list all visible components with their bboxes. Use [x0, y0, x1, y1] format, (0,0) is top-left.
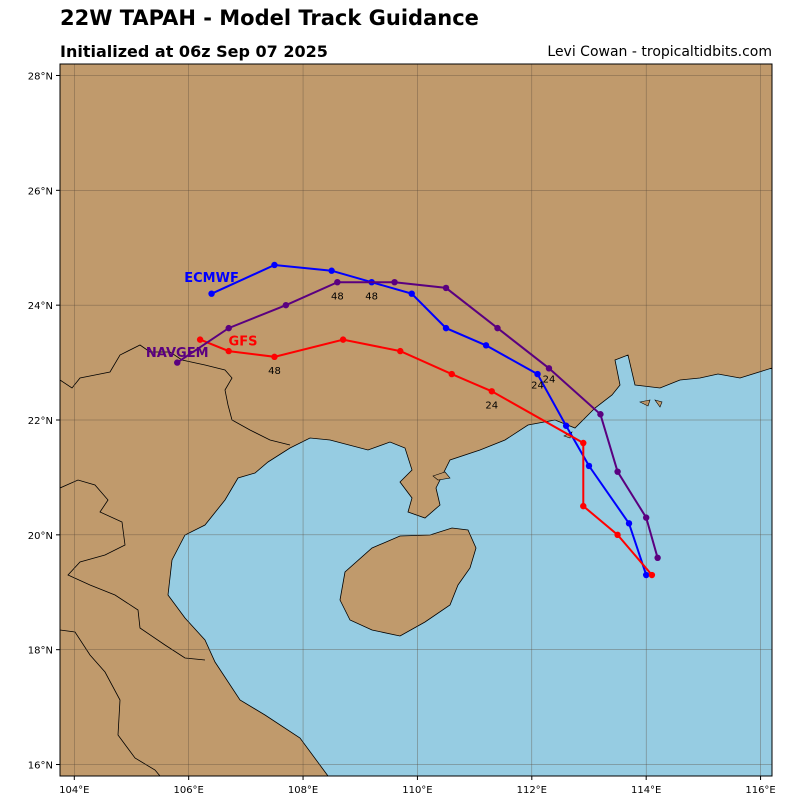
init-time-subtitle: Initialized at 06z Sep 07 2025 — [60, 42, 328, 61]
track-point — [654, 554, 661, 562]
lat-tick-label: 28°N — [28, 71, 53, 82]
small-island — [654, 399, 663, 408]
track-point — [339, 336, 347, 343]
lon-tick-label: 108°E — [288, 785, 318, 796]
small-island — [432, 471, 451, 481]
hainan-island — [339, 527, 477, 637]
track-point — [391, 278, 398, 286]
track-point — [208, 290, 215, 297]
forecast-hour-label: 48 — [268, 366, 281, 377]
track-point — [597, 411, 604, 418]
forecast-hour-label: 48 — [331, 291, 344, 302]
track-point — [225, 347, 232, 355]
lon-tick-label: 110°E — [402, 785, 432, 796]
forecast-hour-label: 48 — [365, 291, 378, 302]
track-line — [176, 281, 659, 559]
page-title: 22W TAPAH - Model Track Guidance — [60, 6, 479, 30]
small-island — [639, 399, 651, 407]
lat-lon-grid — [60, 64, 772, 776]
track-point — [642, 514, 650, 521]
track-point — [625, 520, 633, 527]
country-border — [60, 629, 161, 776]
lon-tick-label: 116°E — [745, 785, 775, 796]
track-ecmwf: 24 48 ECMWF — [184, 261, 650, 579]
forecast-hour-label: 24 — [531, 380, 544, 391]
track-point — [282, 301, 290, 309]
track-point — [448, 370, 455, 378]
track-point — [174, 359, 181, 366]
track-point — [442, 324, 450, 332]
lon-tick-label: 106°E — [173, 785, 203, 796]
track-point — [271, 261, 278, 269]
track-point — [488, 388, 495, 395]
forecast-hour-label: 24 — [543, 375, 556, 386]
track-point — [648, 571, 656, 579]
lon-tick-label: 112°E — [517, 785, 547, 796]
track-point — [225, 324, 232, 332]
track-line — [211, 263, 648, 576]
track-point — [328, 267, 335, 274]
track-point — [562, 422, 570, 429]
lat-tick-label: 24°N — [28, 301, 53, 312]
lon-tick-label: 104°E — [59, 785, 89, 796]
forecast-hour-label: 24 — [485, 401, 498, 412]
axis-ticks: 104°E 106°E 108°E 110°E 112°E 114°E 116°E 16°N 1… — [28, 71, 776, 796]
lat-tick-label: 18°N — [28, 646, 53, 657]
track-point — [642, 571, 650, 579]
track-point — [482, 342, 490, 349]
track-point — [580, 502, 587, 510]
track-navgem: 24 48 NAVGEM — [146, 278, 661, 562]
model-label: ECMWF — [184, 271, 239, 286]
track-point — [271, 353, 278, 361]
track-point — [545, 365, 553, 372]
model-label: GFS — [229, 334, 258, 349]
lat-tick-label: 22°N — [28, 416, 53, 427]
lat-tick-label: 20°N — [28, 531, 53, 542]
country-border — [60, 479, 206, 661]
lon-tick-label: 114°E — [631, 785, 661, 796]
credit-text: Levi Cowan - tropicaltidbits.com — [547, 44, 772, 60]
lat-tick-label: 26°N — [28, 186, 53, 197]
lat-tick-label: 16°N — [28, 761, 53, 772]
track-point — [397, 347, 404, 355]
track-point — [614, 468, 621, 475]
track-gfs: 24 48 GFS — [196, 334, 656, 579]
track-point — [585, 462, 593, 470]
model-label: NAVGEM — [146, 346, 209, 361]
track-point — [534, 370, 541, 378]
track-point — [334, 278, 341, 286]
track-point — [494, 324, 501, 332]
track-point — [442, 284, 450, 292]
track-point — [580, 439, 587, 447]
track-point — [614, 531, 621, 539]
track-point — [408, 290, 415, 297]
track-point — [196, 336, 204, 343]
model-tracks: 24 48 ECMWF 24 48 GFS 24 48 NAVGEM — [146, 261, 661, 579]
